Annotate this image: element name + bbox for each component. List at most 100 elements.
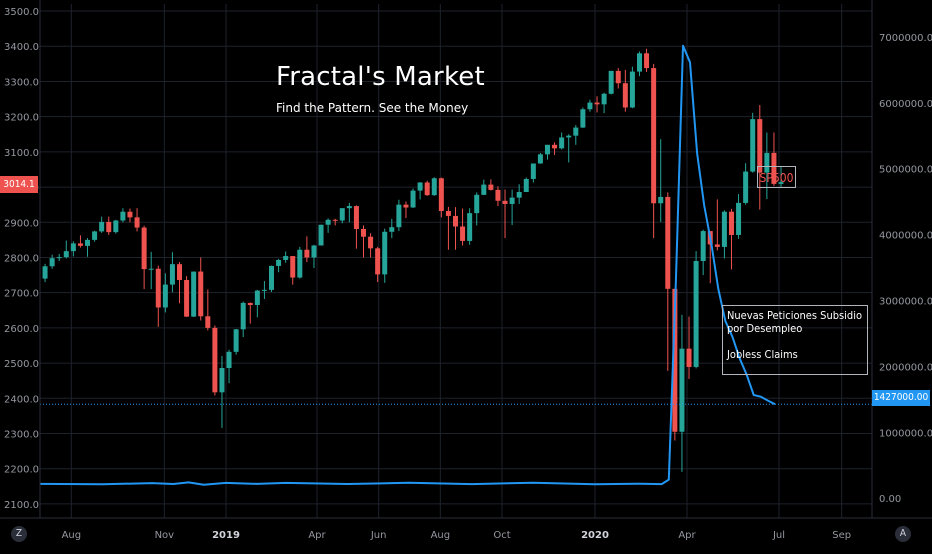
candle: [665, 192, 671, 371]
candle-body: [636, 53, 642, 72]
candle: [629, 66, 635, 109]
candles: [42, 48, 784, 472]
candle: [714, 199, 720, 251]
left-tick-label: 2500.0: [4, 359, 39, 370]
candle: [85, 238, 91, 257]
candle-body: [644, 53, 650, 69]
candle-body: [615, 70, 621, 84]
candle-body: [148, 268, 154, 270]
candle-body: [559, 137, 565, 149]
candle: [601, 92, 607, 114]
candle-body: [304, 249, 310, 258]
jobless-label-line2: por Desempleo: [727, 322, 803, 335]
candle: [615, 68, 621, 89]
auto-scale-button[interactable]: A: [895, 526, 911, 542]
candle: [389, 218, 395, 239]
candle: [353, 205, 359, 249]
candle: [573, 125, 579, 145]
last-price-tag: 3014.1: [0, 176, 38, 193]
candle-body: [516, 191, 522, 198]
right-tick-label: 2000000.00: [879, 362, 932, 373]
candle-body: [389, 227, 395, 232]
candle-body: [651, 68, 657, 204]
x-tick-label: 2019: [212, 530, 240, 541]
candle: [460, 208, 466, 246]
candle-body: [353, 206, 359, 229]
candle-body: [368, 236, 374, 249]
candle-body: [721, 211, 727, 247]
candle-body: [573, 127, 579, 136]
candle: [346, 202, 352, 223]
candle: [162, 273, 168, 313]
candle: [141, 225, 147, 290]
candle-body: [622, 83, 628, 108]
candle: [375, 246, 381, 283]
candle: [559, 132, 565, 150]
candle-body: [467, 213, 473, 241]
candle: [481, 179, 487, 196]
jobless-label-line1: Nuevas Peticiones Subsidio: [727, 309, 863, 322]
candle-body: [403, 204, 409, 208]
left-tick-label: 3400.0: [4, 42, 39, 53]
candle: [417, 182, 423, 200]
candle-body: [184, 280, 190, 317]
candle-body: [537, 154, 543, 164]
right-tick-label: 5000000.00: [879, 165, 932, 176]
candle-body: [743, 171, 749, 203]
candle-body: [686, 348, 692, 367]
candle: [721, 210, 727, 259]
jobless-label-line3: Jobless Claims: [727, 348, 798, 361]
candle: [155, 265, 161, 327]
candle: [750, 112, 756, 173]
candle-body: [205, 316, 211, 328]
candle: [636, 51, 642, 77]
candle: [544, 144, 550, 160]
left-tick-label: 2600.0: [4, 324, 39, 335]
candle-body: [452, 215, 458, 227]
candle-body: [261, 289, 267, 291]
candle-body: [297, 249, 303, 278]
candle-body: [247, 302, 253, 306]
candle-body: [530, 163, 536, 179]
x-tick-label: Aug: [431, 530, 451, 541]
timezone-button[interactable]: Z: [11, 526, 27, 542]
candle: [318, 224, 324, 246]
candle: [651, 63, 657, 239]
candle-body: [254, 290, 260, 306]
candle-body: [502, 200, 508, 204]
candle-body: [587, 102, 593, 110]
candle: [198, 257, 204, 321]
right-tick-label: 0.00: [879, 494, 901, 505]
candle-body: [169, 264, 175, 285]
candle: [382, 228, 388, 283]
candle: [261, 281, 267, 300]
x-tick-label: Aug: [62, 530, 82, 541]
candle: [566, 134, 572, 163]
candle-body: [431, 178, 437, 196]
candle: [530, 163, 536, 183]
candle-body: [714, 244, 720, 247]
left-tick-label: 2300.0: [4, 430, 39, 441]
candle-body: [728, 211, 734, 235]
candle-body: [120, 211, 126, 221]
candle-body: [42, 266, 48, 279]
candle: [488, 179, 494, 191]
candle-body: [396, 204, 402, 228]
candle: [580, 107, 586, 128]
candle-body: [608, 70, 614, 94]
candle: [474, 192, 480, 226]
x-tick-label: Apr: [308, 530, 326, 541]
last-claims-tag: 1427000.00: [872, 390, 930, 406]
candle: [537, 152, 543, 164]
candle-body: [191, 271, 197, 317]
candle: [106, 216, 112, 235]
candle: [269, 265, 275, 292]
candle-body: [92, 231, 98, 240]
candle: [438, 177, 444, 218]
candle: [332, 218, 338, 226]
candle: [134, 208, 140, 232]
candle: [77, 235, 83, 248]
candle-body: [552, 144, 558, 149]
candle-body: [332, 219, 338, 221]
candle: [368, 233, 374, 258]
